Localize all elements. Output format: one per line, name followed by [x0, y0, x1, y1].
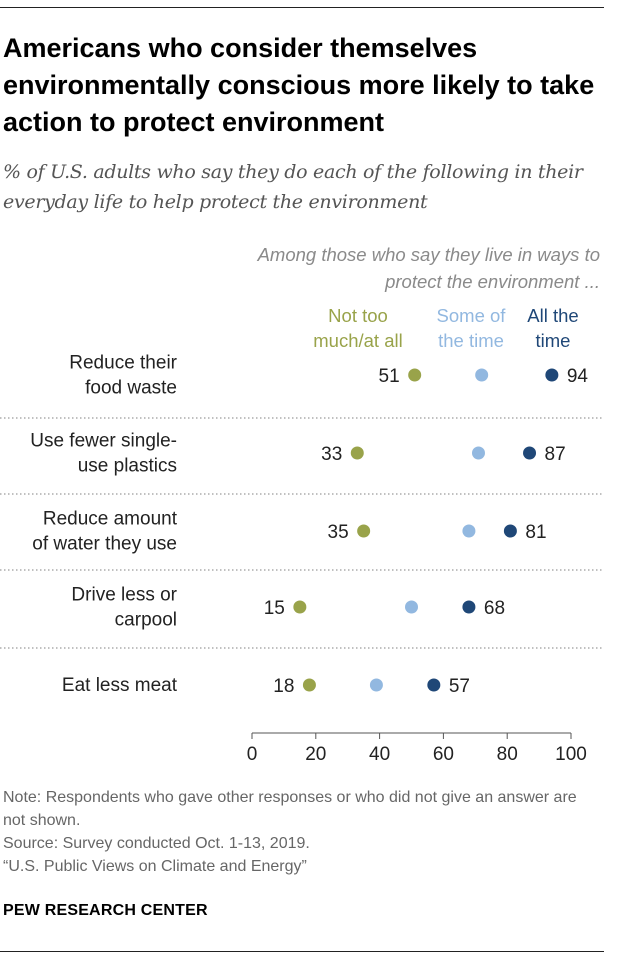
data-point [405, 600, 418, 614]
chart-title: Americans who consider themselves enviro… [3, 33, 595, 137]
x-tick-label: 20 [305, 744, 326, 765]
data-point [462, 600, 476, 614]
row-label-line: food waste [85, 378, 177, 399]
data-point [545, 368, 559, 382]
row-label: Reduce their food waste [69, 353, 177, 399]
legend-line: time [535, 330, 571, 351]
data-point [357, 524, 371, 538]
row-label-line: Eat less meat [62, 675, 178, 696]
data-point [369, 678, 383, 692]
x-tick-label: 100 [555, 744, 587, 765]
row-label: Use fewer single-use plastics [30, 431, 177, 477]
x-tick-label: 80 [497, 744, 518, 765]
row-label: Reduce amount of water they use [32, 509, 177, 555]
data-label: 68 [484, 598, 505, 619]
note-text: Note: Respondents who gave other respons… [3, 789, 577, 829]
data-point [350, 446, 364, 460]
data-point [302, 678, 316, 692]
data-point [471, 446, 485, 460]
data-label: 94 [567, 366, 589, 387]
row-label-line: Reduce their [69, 353, 177, 374]
legend-line: All the [527, 305, 579, 326]
data-label: 57 [449, 676, 470, 697]
source-text: Source: Survey conducted Oct. 1-13, 2019… [3, 835, 310, 852]
data-point [427, 678, 441, 692]
legend-line: Not too [328, 305, 388, 326]
legend-all-the-time: All the time [512, 303, 594, 353]
data-label: 33 [321, 444, 342, 465]
data-label: 15 [264, 598, 285, 619]
data-point [408, 368, 422, 382]
row-label-line: carpool [115, 610, 177, 631]
report-text: “U.S. Public Views on Climate and Energy… [3, 858, 307, 875]
data-point [475, 368, 489, 382]
row-label: Drive less or carpool [71, 585, 177, 631]
chart-subtitle: % of U.S. adults who say they do each of… [3, 161, 583, 213]
legend-line: Some of [436, 305, 506, 326]
row-label-line: use plastics [78, 456, 177, 477]
data-point [523, 446, 537, 460]
row-label: Eat less meat [62, 675, 178, 696]
legend-line: the time [438, 330, 504, 351]
notes: Note: Respondents who gave other respons… [3, 786, 603, 878]
top-rule [0, 7, 604, 8]
x-tick-label: 0 [247, 744, 258, 765]
brand-logo-text: PEW RESEARCH CENTER [3, 902, 208, 919]
legend-header: Among those who say they live in ways to… [257, 244, 600, 292]
x-tick-label: 40 [369, 744, 390, 765]
data-label: 87 [545, 444, 566, 465]
data-label: 18 [273, 676, 294, 697]
row-label-line: Use fewer single- [30, 431, 177, 452]
x-tick-label: 60 [433, 744, 454, 765]
data-label: 35 [328, 522, 349, 543]
data-point [462, 524, 476, 538]
data-point [293, 600, 307, 614]
row-label-line: of water they use [32, 534, 177, 555]
row-label-line: Reduce amount [43, 509, 178, 530]
legend-line: much/at all [313, 330, 403, 351]
bottom-rule [0, 951, 604, 952]
dot-plot: 0 20 40 60 80 100 Reduce their food waste 51 94 Us… [0, 353, 604, 765]
data-point [503, 524, 517, 538]
legend-not-too-much: Not too much/at all [296, 303, 420, 353]
legend-some-of-the-time: Some of the time [424, 303, 518, 353]
data-label: 81 [525, 522, 546, 543]
row-label-line: Drive less or [71, 585, 177, 606]
data-label: 51 [379, 366, 400, 387]
